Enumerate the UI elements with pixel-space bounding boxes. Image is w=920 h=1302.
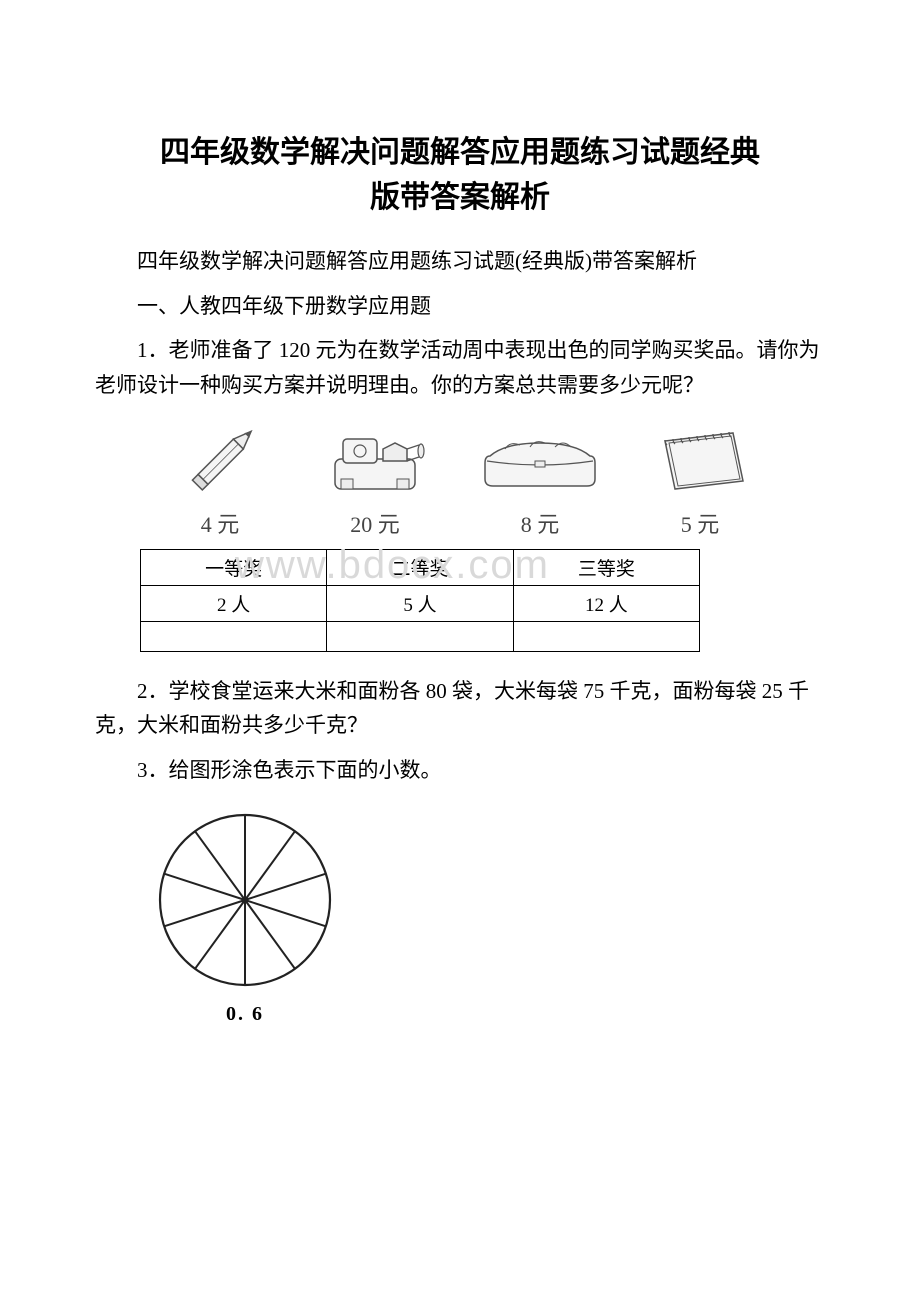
prize-table-wrap: www.bdocx.com 一等奖 二等奖 三等奖 2 人 5 人 12 人 (95, 549, 825, 652)
table-cell: 三等奖 (513, 549, 699, 585)
notebook-icon (645, 421, 755, 501)
table-cell (513, 621, 699, 651)
table-row (141, 621, 700, 651)
main-title: 四年级数学解决问题解答应用题练习试题经典 版带答案解析 (95, 130, 825, 220)
table-cell (327, 621, 513, 651)
table-cell: 二等奖 (327, 549, 513, 585)
sharpener-icon (315, 421, 435, 501)
item-pencilcase: 8 元 (475, 421, 605, 539)
table-cell: 12 人 (513, 585, 699, 621)
title-line-2: 版带答案解析 (370, 181, 550, 214)
question-1: 1．老师准备了 120 元为在数学活动周中表现出色的同学购买奖品。请你为老师设计… (95, 333, 825, 402)
pencil-icon (165, 421, 275, 501)
item-price-1: 20 元 (350, 507, 400, 539)
question-3: 3．给图形涂色表示下面的小数。 (95, 753, 825, 788)
circle-label: 0. 6 (226, 1003, 264, 1026)
items-row: 4 元 20 元 8 元 5 元 (95, 421, 825, 539)
item-price-0: 4 元 (201, 507, 240, 539)
item-pencil: 4 元 (165, 421, 275, 539)
table-cell: 2 人 (141, 585, 327, 621)
table-row: 一等奖 二等奖 三等奖 (141, 549, 700, 585)
item-notebook: 5 元 (645, 421, 755, 539)
title-line-1: 四年级数学解决问题解答应用题练习试题经典 (160, 136, 760, 169)
item-sharpener: 20 元 (315, 421, 435, 539)
table-cell: 5 人 (327, 585, 513, 621)
table-cell: 一等奖 (141, 549, 327, 585)
table-row: 2 人 5 人 12 人 (141, 585, 700, 621)
prize-table: 一等奖 二等奖 三等奖 2 人 5 人 12 人 (140, 549, 700, 652)
section-heading: 一、人教四年级下册数学应用题 (95, 289, 825, 324)
circle-figure: 0. 6 (145, 805, 345, 1026)
item-price-2: 8 元 (521, 507, 560, 539)
pencilcase-icon (475, 421, 605, 501)
item-price-3: 5 元 (681, 507, 720, 539)
subtitle-para: 四年级数学解决问题解答应用题练习试题(经典版)带答案解析 (95, 244, 825, 279)
question-2: 2．学校食堂运来大米和面粉各 80 袋，大米每袋 75 千克，面粉每袋 25 千… (95, 674, 825, 743)
circle-10-sectors-icon (150, 805, 340, 995)
table-cell (141, 621, 327, 651)
